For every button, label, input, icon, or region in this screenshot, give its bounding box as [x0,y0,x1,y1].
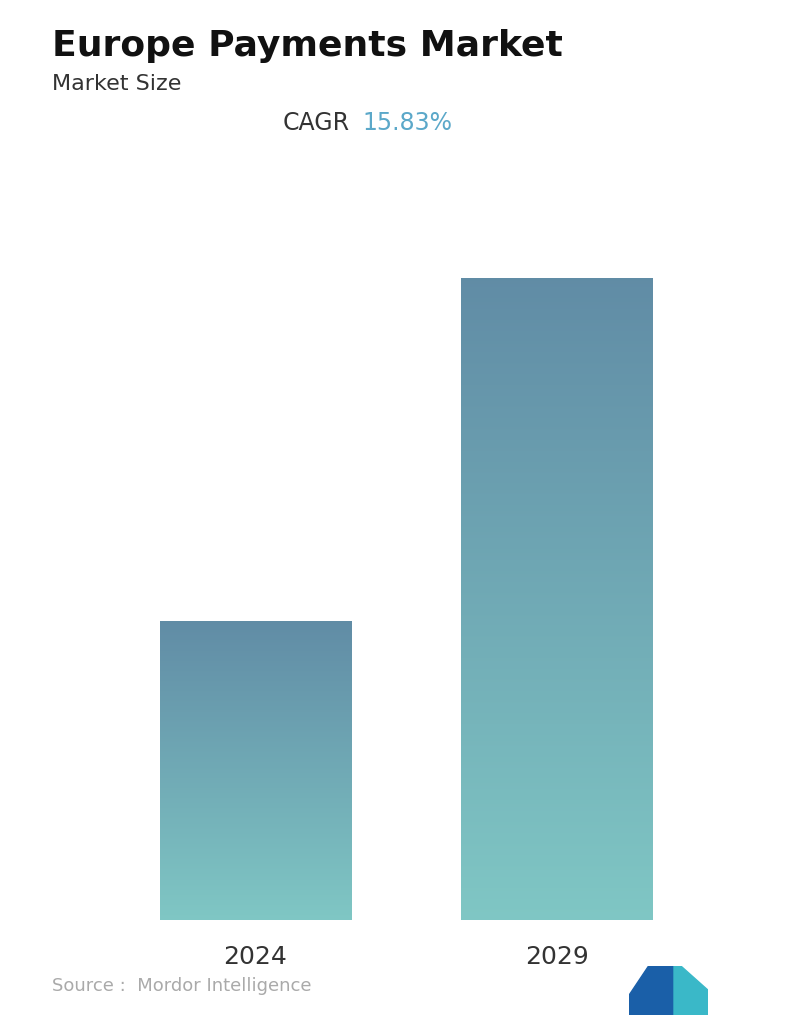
Text: CAGR: CAGR [283,111,350,134]
Text: 15.83%: 15.83% [362,111,452,134]
Text: Source :  Mordor Intelligence: Source : Mordor Intelligence [52,977,311,995]
Polygon shape [629,966,673,1015]
Text: Europe Payments Market: Europe Payments Market [52,29,563,63]
Text: Market Size: Market Size [52,74,181,94]
Polygon shape [657,966,708,1015]
